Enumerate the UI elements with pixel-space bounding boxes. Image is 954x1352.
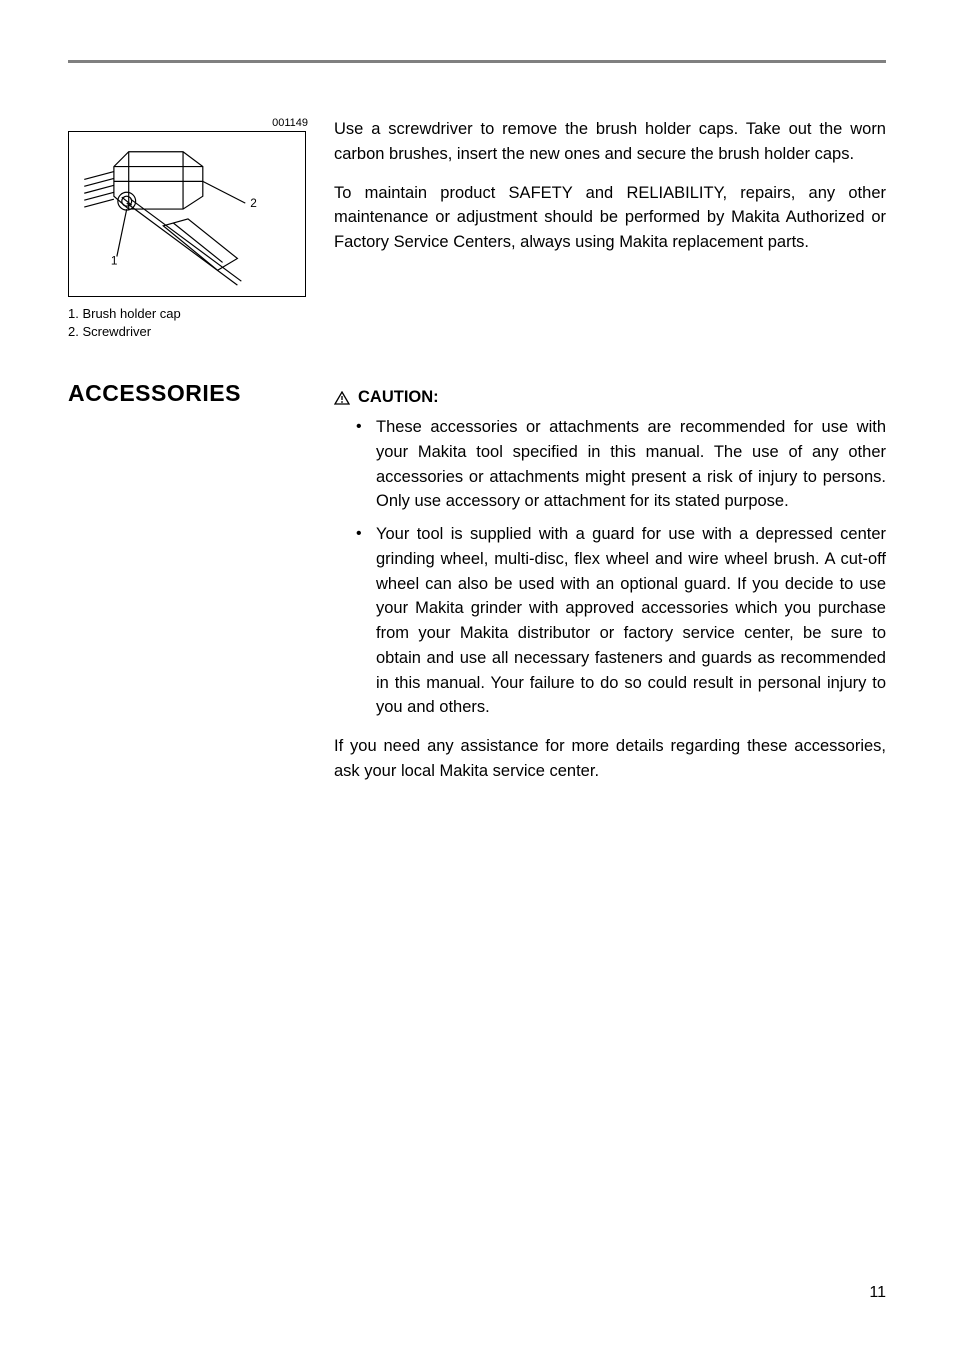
brush-holder-diagram: 1 2 <box>69 132 305 296</box>
caution-bullets: These accessories or attachments are rec… <box>334 415 886 720</box>
caution-label: CAUTION: <box>358 388 439 407</box>
callout-2: 2 <box>250 196 257 210</box>
figure-id: 001149 <box>68 117 328 129</box>
bullet-2: Your tool is supplied with a guard for u… <box>356 522 886 720</box>
top-rule <box>68 60 886 63</box>
legend-line-1: 1. Brush holder cap <box>68 305 328 323</box>
page-number: 11 <box>869 1284 886 1302</box>
accessories-heading-col: ACCESSORIES <box>68 380 328 407</box>
figure-box: 1 2 <box>68 131 306 297</box>
bullet-1: These accessories or attachments are rec… <box>356 415 886 514</box>
accessories-text: CAUTION: These accessories or attachment… <box>328 380 886 798</box>
accessories-closing: If you need any assistance for more deta… <box>334 734 886 784</box>
maintenance-para-1: Use a screwdriver to remove the brush ho… <box>334 117 886 167</box>
figure-legend: 1. Brush holder cap 2. Screwdriver <box>68 305 328 340</box>
warning-icon <box>334 391 350 405</box>
callout-1: 1 <box>111 253 118 267</box>
accessories-heading: ACCESSORIES <box>68 380 328 407</box>
maintenance-text: Use a screwdriver to remove the brush ho… <box>328 117 886 269</box>
maintenance-section: 001149 <box>68 117 886 340</box>
accessories-section: ACCESSORIES CAUTION: These accessories o… <box>68 380 886 798</box>
figure-column: 001149 <box>68 117 328 340</box>
maintenance-para-2: To maintain product SAFETY and RELIABILI… <box>334 181 886 255</box>
caution-line: CAUTION: <box>334 388 886 407</box>
legend-line-2: 2. Screwdriver <box>68 323 328 341</box>
